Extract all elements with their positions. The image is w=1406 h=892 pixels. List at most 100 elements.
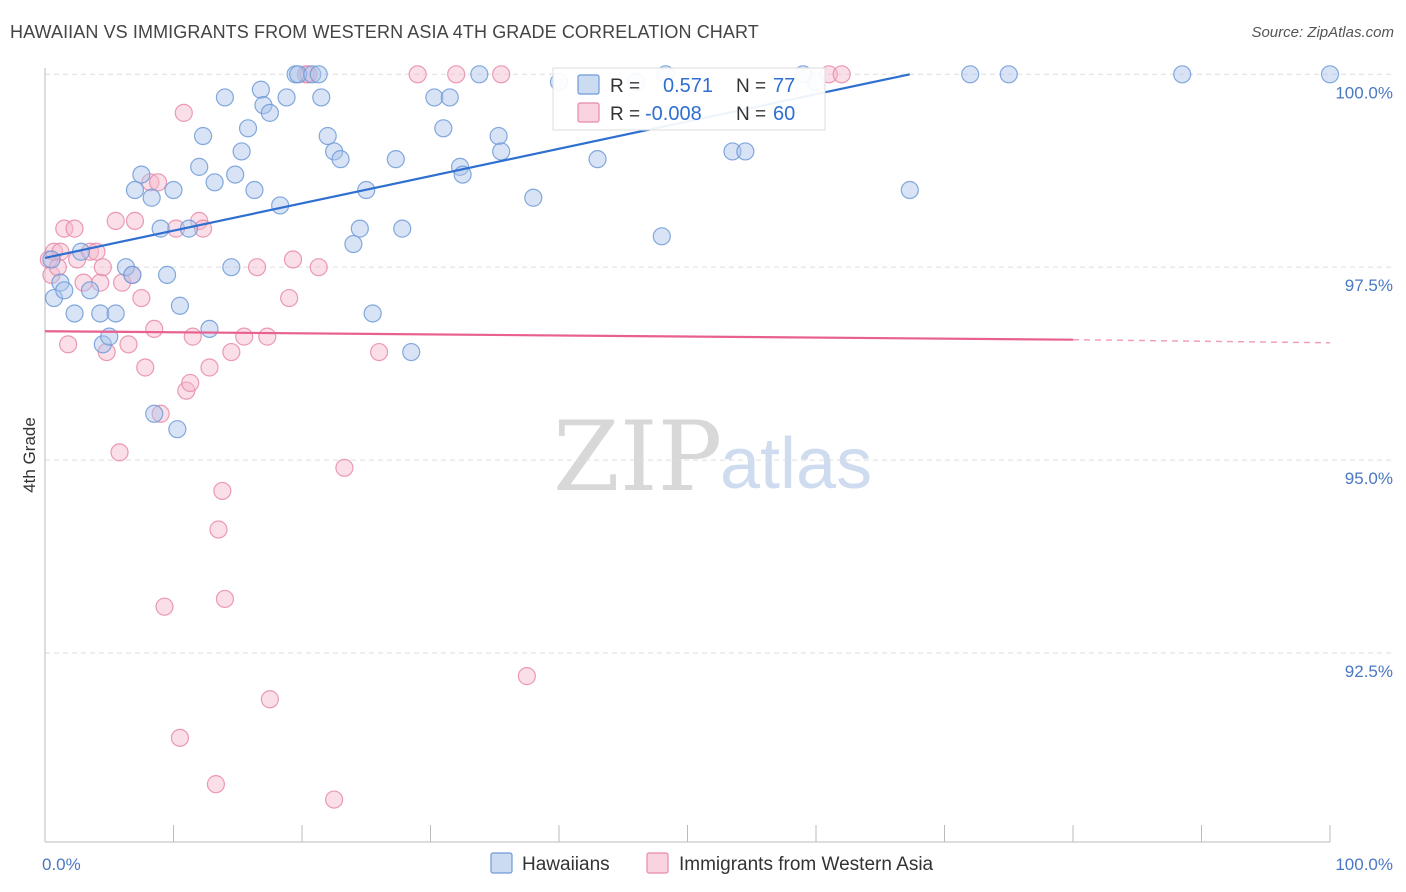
immigrants-point-22 xyxy=(136,358,155,377)
stats-legend-swatch-immigrants xyxy=(577,102,600,123)
y-tick-label-0: 100.0% xyxy=(1335,83,1393,102)
y-tick-label-2: 95.0% xyxy=(1345,469,1393,488)
x-tick-labels: 0.0% 100.0% xyxy=(42,855,1393,874)
hawaiians-point-60 xyxy=(492,142,511,161)
hawaiians-point-24 xyxy=(193,126,213,146)
hawaiians-point-52 xyxy=(402,342,421,362)
immigrants-point-7 xyxy=(65,219,84,238)
series-immigrants-points xyxy=(39,65,851,809)
hawaiians-point-50 xyxy=(386,150,405,169)
immigrants-point-29 xyxy=(170,728,190,747)
immigrants-point-45 xyxy=(260,690,279,709)
hawaiians-point-49 xyxy=(363,304,382,323)
stats-legend-swatch-hawaiians xyxy=(577,74,600,95)
stats-n-label-immigrants: N = xyxy=(736,104,766,125)
immigrants-point-51 xyxy=(325,790,344,809)
source-label: Source: ZipAtlas.com xyxy=(1251,24,1394,41)
immigrants-point-53 xyxy=(370,342,389,362)
stats-legend: R = 0.571 N = 77 R = -0.008 N = 60 xyxy=(552,67,826,131)
immigrants-point-5 xyxy=(55,219,74,238)
immigrants-point-49 xyxy=(299,65,318,84)
hawaiians-point-71 xyxy=(900,180,919,200)
hawaiians-point-75 xyxy=(1320,65,1340,84)
hawaiians-point-21 xyxy=(170,296,190,315)
hawaiians-point-74 xyxy=(1173,65,1192,84)
hawaiians-point-13 xyxy=(125,180,145,200)
y-axis-title: 4th Grade xyxy=(20,417,39,493)
immigrants-point-24 xyxy=(145,319,164,339)
immigrants-point-36 xyxy=(200,358,219,377)
hawaiians-point-54 xyxy=(434,119,453,138)
hawaiians-point-23 xyxy=(190,157,209,176)
hawaiians-point-30 xyxy=(232,142,251,161)
hawaiians-point-41 xyxy=(309,65,328,84)
hawaiians-point-68 xyxy=(736,142,755,161)
immigrants-point-13 xyxy=(93,258,112,277)
watermark-zip: ZIP xyxy=(553,401,722,513)
hawaiians-point-28 xyxy=(222,258,241,277)
hawaiians-point-14 xyxy=(132,165,151,184)
legend-label-immigrants: Immigrants from Western Asia xyxy=(679,854,934,875)
immigrants-point-55 xyxy=(447,65,466,84)
hawaiians-point-47 xyxy=(350,219,369,238)
hawaiians-point-40 xyxy=(303,65,322,84)
immigrants-point-20 xyxy=(125,211,145,230)
chart-title: HAWAIIAN VS IMMIGRANTS FROM WESTERN ASIA… xyxy=(10,22,759,42)
immigrants-point-43 xyxy=(247,258,267,277)
immigrants-point-47 xyxy=(283,250,303,269)
immigrants-point-44 xyxy=(258,327,277,346)
hawaiians-point-25 xyxy=(200,319,219,339)
hawaiians-point-46 xyxy=(344,234,363,254)
y-tick-labels: 100.0% 97.5% 95.0% 92.5% xyxy=(1335,83,1393,681)
hawaiians-point-65 xyxy=(652,227,671,246)
hawaiians-point-72 xyxy=(961,65,980,84)
immigrants-point-32 xyxy=(181,373,200,393)
hawaiians-point-27 xyxy=(215,88,234,107)
immigrants-point-30 xyxy=(174,103,193,122)
immigrants-point-26 xyxy=(151,404,170,423)
immigrants-point-38 xyxy=(209,520,228,539)
hawaiians-point-42 xyxy=(312,88,331,107)
hawaiians-point-33 xyxy=(251,80,270,99)
hawaiians-point-10 xyxy=(106,304,125,323)
hawaiians-point-53 xyxy=(425,88,444,107)
watermark: ZIP atlas xyxy=(553,401,872,513)
stats-r-value-immigrants: -0.008 xyxy=(645,103,702,125)
hawaiians-point-35 xyxy=(260,103,279,122)
x-tick-label-end: 100.0% xyxy=(1335,855,1393,874)
hawaiians-point-7 xyxy=(91,304,110,323)
immigrants-point-56 xyxy=(492,65,511,84)
immigrants-point-39 xyxy=(213,481,232,501)
hawaiians-point-16 xyxy=(145,404,164,423)
immigrants-point-18 xyxy=(119,335,138,354)
immigrants-point-15 xyxy=(106,211,125,230)
axes xyxy=(44,68,1331,843)
stats-r-label-immigrants: R = xyxy=(610,104,640,125)
hawaiians-point-32 xyxy=(245,180,264,200)
immigrants-point-25 xyxy=(148,173,168,192)
legend-label-hawaiians: Hawaiians xyxy=(522,854,610,875)
immigrants-point-46 xyxy=(280,288,299,308)
hawaiians-point-3 xyxy=(55,281,74,300)
hawaiians-point-51 xyxy=(393,219,412,238)
immigrants-point-41 xyxy=(222,342,241,362)
hawaiians-point-58 xyxy=(470,65,489,84)
immigrants-point-52 xyxy=(335,458,354,477)
hawaiians-point-20 xyxy=(168,420,187,439)
trendline-immigrants-extension xyxy=(1072,338,1331,344)
legend-swatch-immigrants xyxy=(646,852,669,874)
hawaiians-point-29 xyxy=(226,165,245,184)
stats-r-label-hawaiians: R = xyxy=(610,76,640,97)
immigrants-point-54 xyxy=(408,65,427,84)
hawaiians-point-0 xyxy=(42,250,61,269)
immigrants-point-40 xyxy=(215,589,234,609)
hawaiians-point-31 xyxy=(238,119,258,138)
watermark-atlas: atlas xyxy=(720,424,872,504)
immigrants-point-21 xyxy=(132,288,151,308)
hawaiians-point-59 xyxy=(489,126,508,146)
y-tick-label-3: 92.5% xyxy=(1345,662,1393,681)
immigrants-point-50 xyxy=(309,258,328,277)
hawaiians-point-6 xyxy=(80,281,100,300)
stats-r-value-hawaiians: 0.571 xyxy=(663,75,713,97)
immigrants-point-27 xyxy=(155,597,174,616)
